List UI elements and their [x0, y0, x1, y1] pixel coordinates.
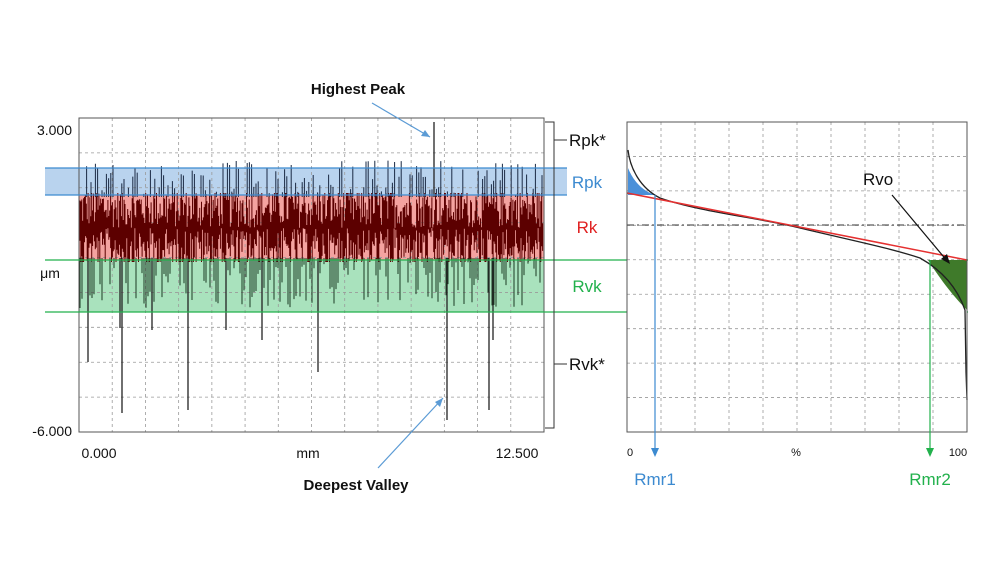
- rk-core-trace: [79, 193, 544, 262]
- bearing-ratio-plot: Rvo 0 100 % Rmr1 Rmr2: [626, 121, 968, 489]
- x-tick-right: 12.500: [496, 445, 539, 461]
- highest-peak-arrowhead: [421, 130, 430, 137]
- deepest-valley-annotation: Deepest Valley: [303, 477, 409, 494]
- bearing-curve: [627, 149, 968, 401]
- x-axis-unit: mm: [296, 445, 319, 461]
- profile-plot-frame: [78, 117, 545, 433]
- valley-trace: [79, 258, 541, 308]
- rvo-arrow: [891, 194, 949, 263]
- deepest-valley-arrow: [377, 397, 444, 469]
- rpk-band: [45, 168, 567, 195]
- rvo-area-fill: [928, 260, 967, 310]
- rmr2-label: Rmr2: [909, 470, 951, 489]
- y-tick-bottom: -6.000: [32, 423, 72, 439]
- roughness-profile-plot: 3.000 -6.000 μm 0.000 12.500 mm Rpk* Rpk…: [32, 81, 968, 494]
- bearing-plot-frame: [626, 121, 968, 433]
- bearing-x-tick-right: 100: [949, 447, 967, 459]
- rvk-star-label: Rvk*: [569, 355, 605, 374]
- rvk-label: Rvk: [572, 277, 602, 296]
- x-tick-left: 0.000: [81, 445, 116, 461]
- bearing-x-axis-unit: %: [791, 447, 801, 459]
- deepest-valley-arrowhead: [435, 398, 443, 407]
- y-axis-unit: μm: [40, 265, 60, 281]
- rmr2-arrowhead: [926, 448, 934, 457]
- highest-peak-annotation: Highest Peak: [311, 81, 406, 98]
- rpk-area-fill: [628, 168, 655, 195]
- rk-tangent-line: [626, 192, 968, 261]
- rmr1-label: Rmr1: [634, 470, 676, 489]
- highest-peak-arrow: [371, 102, 431, 138]
- peak-trace: [86, 160, 543, 197]
- bearing-plot-area: [627, 122, 967, 432]
- rpk-star-label: Rpk*: [569, 131, 606, 150]
- rvo-label: Rvo: [863, 170, 893, 189]
- rmr1-arrowhead: [651, 448, 659, 457]
- total-height-bracket: [545, 121, 555, 429]
- y-tick-top: 3.000: [37, 122, 72, 138]
- bearing-grid: [627, 122, 967, 432]
- rk-label: Rk: [577, 218, 598, 237]
- rvo-arrowhead: [941, 254, 950, 264]
- bearing-x-tick-left: 0: [627, 447, 633, 459]
- profile-trace: [79, 122, 544, 420]
- rpk-label: Rpk: [572, 173, 603, 192]
